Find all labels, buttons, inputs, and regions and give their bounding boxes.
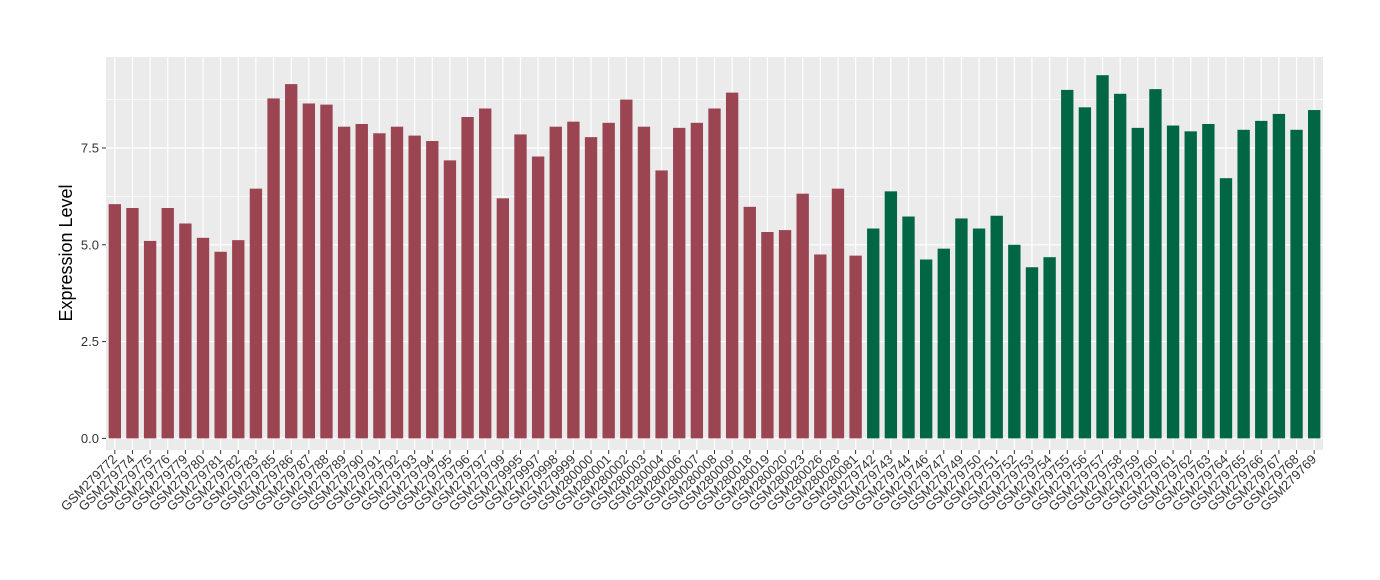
bar-GSM279786 bbox=[285, 84, 298, 439]
bar-GSM280000 bbox=[584, 137, 598, 439]
bar-GSM279998 bbox=[549, 126, 562, 439]
bar-GSM279744 bbox=[902, 216, 915, 439]
bar-GSM280026 bbox=[814, 254, 827, 439]
y-axis: 0.0 2.5 5.0 7.5 bbox=[81, 140, 106, 446]
bar-GSM279761 bbox=[1166, 125, 1180, 439]
bar-GSM279772 bbox=[108, 204, 121, 439]
bar-GSM279782 bbox=[232, 240, 245, 439]
bar-GSM280007 bbox=[690, 122, 704, 439]
bar-GSM279781 bbox=[214, 251, 227, 439]
bar-GSM279742 bbox=[867, 228, 880, 439]
bar-GSM279799 bbox=[496, 198, 510, 439]
bar-GSM279759 bbox=[1131, 127, 1144, 439]
bar-GSM279750 bbox=[972, 228, 986, 439]
bar-GSM279796 bbox=[461, 117, 474, 439]
bar-GSM279751 bbox=[990, 215, 1003, 439]
bar-GSM280004 bbox=[655, 170, 668, 439]
bar-GSM279762 bbox=[1184, 131, 1197, 439]
bar-GSM279756 bbox=[1078, 107, 1092, 439]
bar-GSM279758 bbox=[1113, 93, 1127, 439]
bar-GSM279788 bbox=[320, 104, 333, 439]
y-tick-label: 7.5 bbox=[81, 140, 99, 155]
bar-GSM279768 bbox=[1290, 129, 1303, 439]
bar-GSM280020 bbox=[778, 230, 792, 439]
y-tick-label: 5.0 bbox=[81, 237, 99, 252]
y-tick-label: 0.0 bbox=[81, 431, 99, 446]
bar-GSM280008 bbox=[708, 108, 721, 439]
bar-GSM280002 bbox=[620, 99, 633, 439]
bar-GSM279757 bbox=[1096, 75, 1109, 439]
bar-GSM279774 bbox=[126, 208, 139, 439]
bar-GSM279755 bbox=[1061, 89, 1074, 439]
bar-GSM279794 bbox=[426, 141, 439, 439]
bar-GSM279754 bbox=[1043, 257, 1056, 439]
bar-GSM279779 bbox=[179, 223, 192, 439]
bar-GSM279766 bbox=[1255, 120, 1268, 439]
y-tick-label: 2.5 bbox=[81, 334, 99, 349]
bar-GSM279793 bbox=[408, 135, 421, 439]
bar-GSM280001 bbox=[602, 122, 615, 439]
bar-GSM279749 bbox=[955, 218, 968, 439]
bar-GSM279752 bbox=[1008, 244, 1021, 439]
bar-GSM280018 bbox=[743, 206, 756, 439]
bar-GSM279780 bbox=[196, 237, 210, 439]
bar-GSM279783 bbox=[249, 188, 263, 439]
bar-GSM279764 bbox=[1219, 178, 1233, 439]
bar-GSM279753 bbox=[1025, 267, 1039, 439]
bar-GSM279765 bbox=[1237, 129, 1250, 439]
bar-GSM279790 bbox=[355, 123, 368, 439]
bar-GSM279785 bbox=[267, 98, 280, 439]
bars bbox=[108, 75, 1321, 439]
bar-GSM279769 bbox=[1308, 110, 1321, 439]
bar-GSM280019 bbox=[761, 232, 774, 439]
bar-GSM280023 bbox=[796, 193, 809, 439]
bar-GSM279791 bbox=[373, 133, 386, 439]
bar-GSM279997 bbox=[531, 156, 545, 439]
bar-GSM279995 bbox=[514, 134, 527, 439]
bar-GSM279775 bbox=[143, 240, 157, 439]
bar-GSM279760 bbox=[1149, 89, 1162, 439]
bar-GSM279776 bbox=[161, 208, 174, 439]
bar-GSM279792 bbox=[390, 126, 404, 439]
bar-GSM280009 bbox=[725, 92, 739, 439]
bar-GSM280028 bbox=[831, 188, 845, 439]
bar-GSM279747 bbox=[937, 248, 950, 439]
bar-GSM279787 bbox=[302, 103, 316, 439]
bar-GSM279763 bbox=[1202, 123, 1215, 439]
bar-GSM280081 bbox=[849, 255, 862, 439]
bar-GSM279795 bbox=[443, 160, 457, 439]
x-axis: GSM279772GSM279774GSM279775GSM279776GSM2… bbox=[58, 450, 1319, 514]
bar-GSM279746 bbox=[919, 259, 933, 439]
bar-GSM279999 bbox=[567, 121, 580, 439]
bar-GSM280006 bbox=[673, 127, 686, 439]
bar-GSM279789 bbox=[337, 126, 351, 439]
bar-GSM280003 bbox=[637, 126, 651, 439]
bar-GSM279797 bbox=[479, 108, 492, 439]
bar-GSM279743 bbox=[884, 191, 898, 439]
bar-GSM279767 bbox=[1272, 113, 1286, 439]
y-axis-title: Expression Level bbox=[56, 184, 76, 321]
